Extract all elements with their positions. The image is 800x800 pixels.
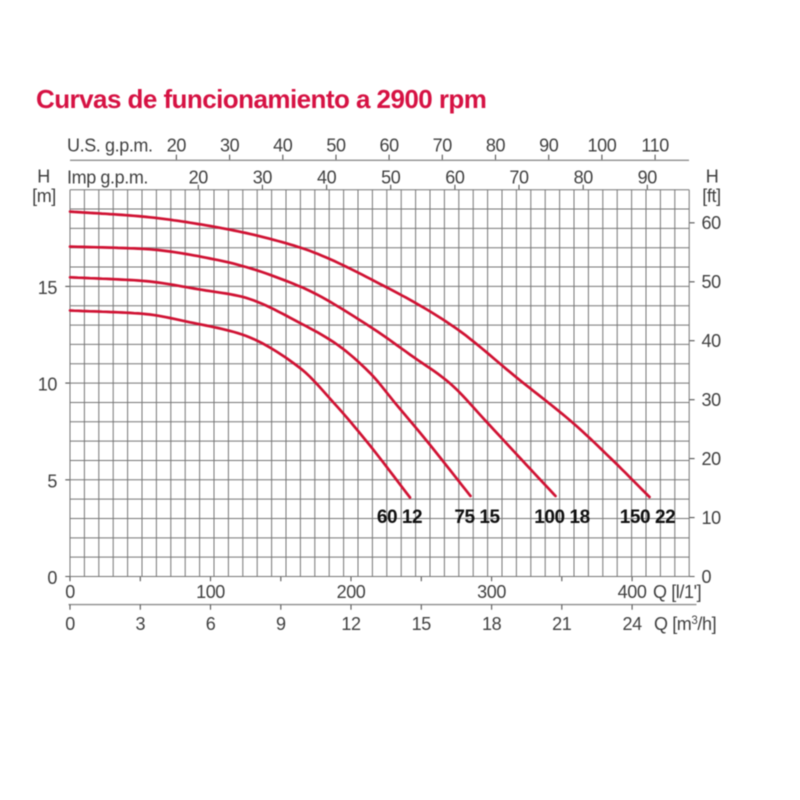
svg-text:70: 70 — [509, 167, 529, 187]
svg-text:40: 40 — [273, 135, 293, 155]
svg-text:20: 20 — [167, 135, 187, 155]
svg-text:60: 60 — [445, 167, 465, 187]
svg-text:10: 10 — [38, 375, 58, 395]
svg-text:H: H — [37, 167, 50, 187]
svg-text:21: 21 — [552, 614, 572, 634]
svg-text:0: 0 — [702, 567, 712, 587]
svg-text:5: 5 — [47, 471, 57, 491]
svg-text:60: 60 — [702, 213, 722, 233]
svg-text:100 18: 100 18 — [534, 507, 589, 528]
svg-text:30: 30 — [702, 390, 722, 410]
svg-text:15: 15 — [412, 614, 432, 634]
svg-text:Q [l/1']: Q [l/1'] — [653, 582, 701, 602]
svg-text:H: H — [706, 167, 719, 187]
svg-text:40: 40 — [702, 331, 722, 351]
svg-text:50: 50 — [702, 272, 722, 292]
svg-text:300: 300 — [477, 582, 506, 602]
svg-text:0: 0 — [65, 614, 75, 634]
svg-text:18: 18 — [482, 614, 502, 634]
svg-text:80: 80 — [486, 135, 506, 155]
svg-text:150 22: 150 22 — [620, 507, 675, 528]
svg-text:Curvas de funcionamiento a 290: Curvas de funcionamiento a 2900 rpm — [36, 84, 486, 114]
svg-text:110: 110 — [641, 135, 669, 155]
svg-text:80: 80 — [574, 167, 594, 187]
svg-text:30: 30 — [220, 135, 240, 155]
svg-text:24: 24 — [622, 614, 642, 634]
svg-text:400: 400 — [618, 582, 647, 602]
svg-text:U.S. g.p.m.: U.S. g.p.m. — [67, 135, 153, 155]
svg-text:100: 100 — [587, 135, 616, 155]
svg-text:75 15: 75 15 — [454, 507, 500, 528]
svg-text:90: 90 — [638, 167, 658, 187]
svg-text:30: 30 — [253, 167, 273, 187]
svg-text:200: 200 — [337, 582, 366, 602]
svg-text:60 12: 60 12 — [377, 507, 422, 528]
svg-text:9: 9 — [276, 614, 286, 634]
svg-text:[m]: [m] — [32, 186, 56, 206]
svg-text:6: 6 — [206, 614, 216, 634]
svg-text:50: 50 — [326, 135, 346, 155]
svg-text:Q [m3/h]: Q [m3/h] — [654, 614, 716, 634]
svg-text:40: 40 — [317, 167, 337, 187]
svg-text:60: 60 — [379, 135, 399, 155]
svg-text:[ft]: [ft] — [702, 186, 720, 206]
svg-text:3: 3 — [135, 614, 145, 634]
svg-text:Imp g.p.m.: Imp g.p.m. — [67, 167, 148, 187]
svg-text:100: 100 — [196, 582, 225, 602]
svg-text:90: 90 — [539, 135, 559, 155]
svg-text:20: 20 — [702, 449, 722, 469]
svg-text:0: 0 — [65, 582, 75, 602]
svg-text:15: 15 — [38, 278, 58, 298]
svg-text:50: 50 — [381, 167, 401, 187]
svg-text:20: 20 — [189, 167, 209, 187]
svg-text:0: 0 — [47, 568, 57, 588]
svg-text:12: 12 — [341, 614, 361, 634]
svg-text:70: 70 — [433, 135, 453, 155]
svg-text:10: 10 — [702, 508, 722, 528]
